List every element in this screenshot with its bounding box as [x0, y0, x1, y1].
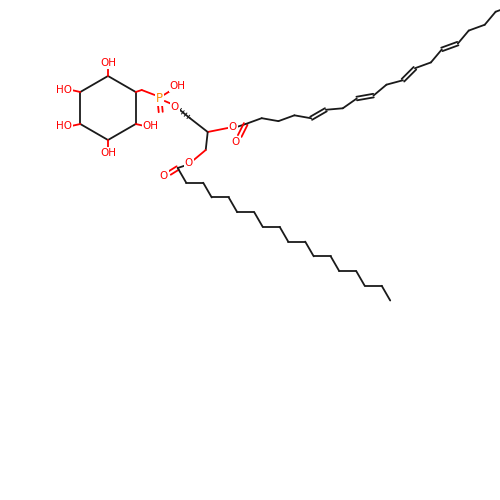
Text: OH: OH — [170, 81, 186, 91]
Text: O: O — [170, 102, 179, 112]
Text: O: O — [160, 171, 168, 181]
Text: OH: OH — [100, 148, 116, 158]
Text: OH: OH — [142, 121, 158, 131]
Text: OH: OH — [100, 58, 116, 68]
Text: P: P — [156, 92, 163, 104]
Text: HO: HO — [56, 121, 72, 131]
Text: HO: HO — [56, 85, 72, 95]
Text: O: O — [232, 137, 240, 147]
Text: O: O — [184, 158, 193, 168]
Text: O: O — [228, 122, 237, 132]
